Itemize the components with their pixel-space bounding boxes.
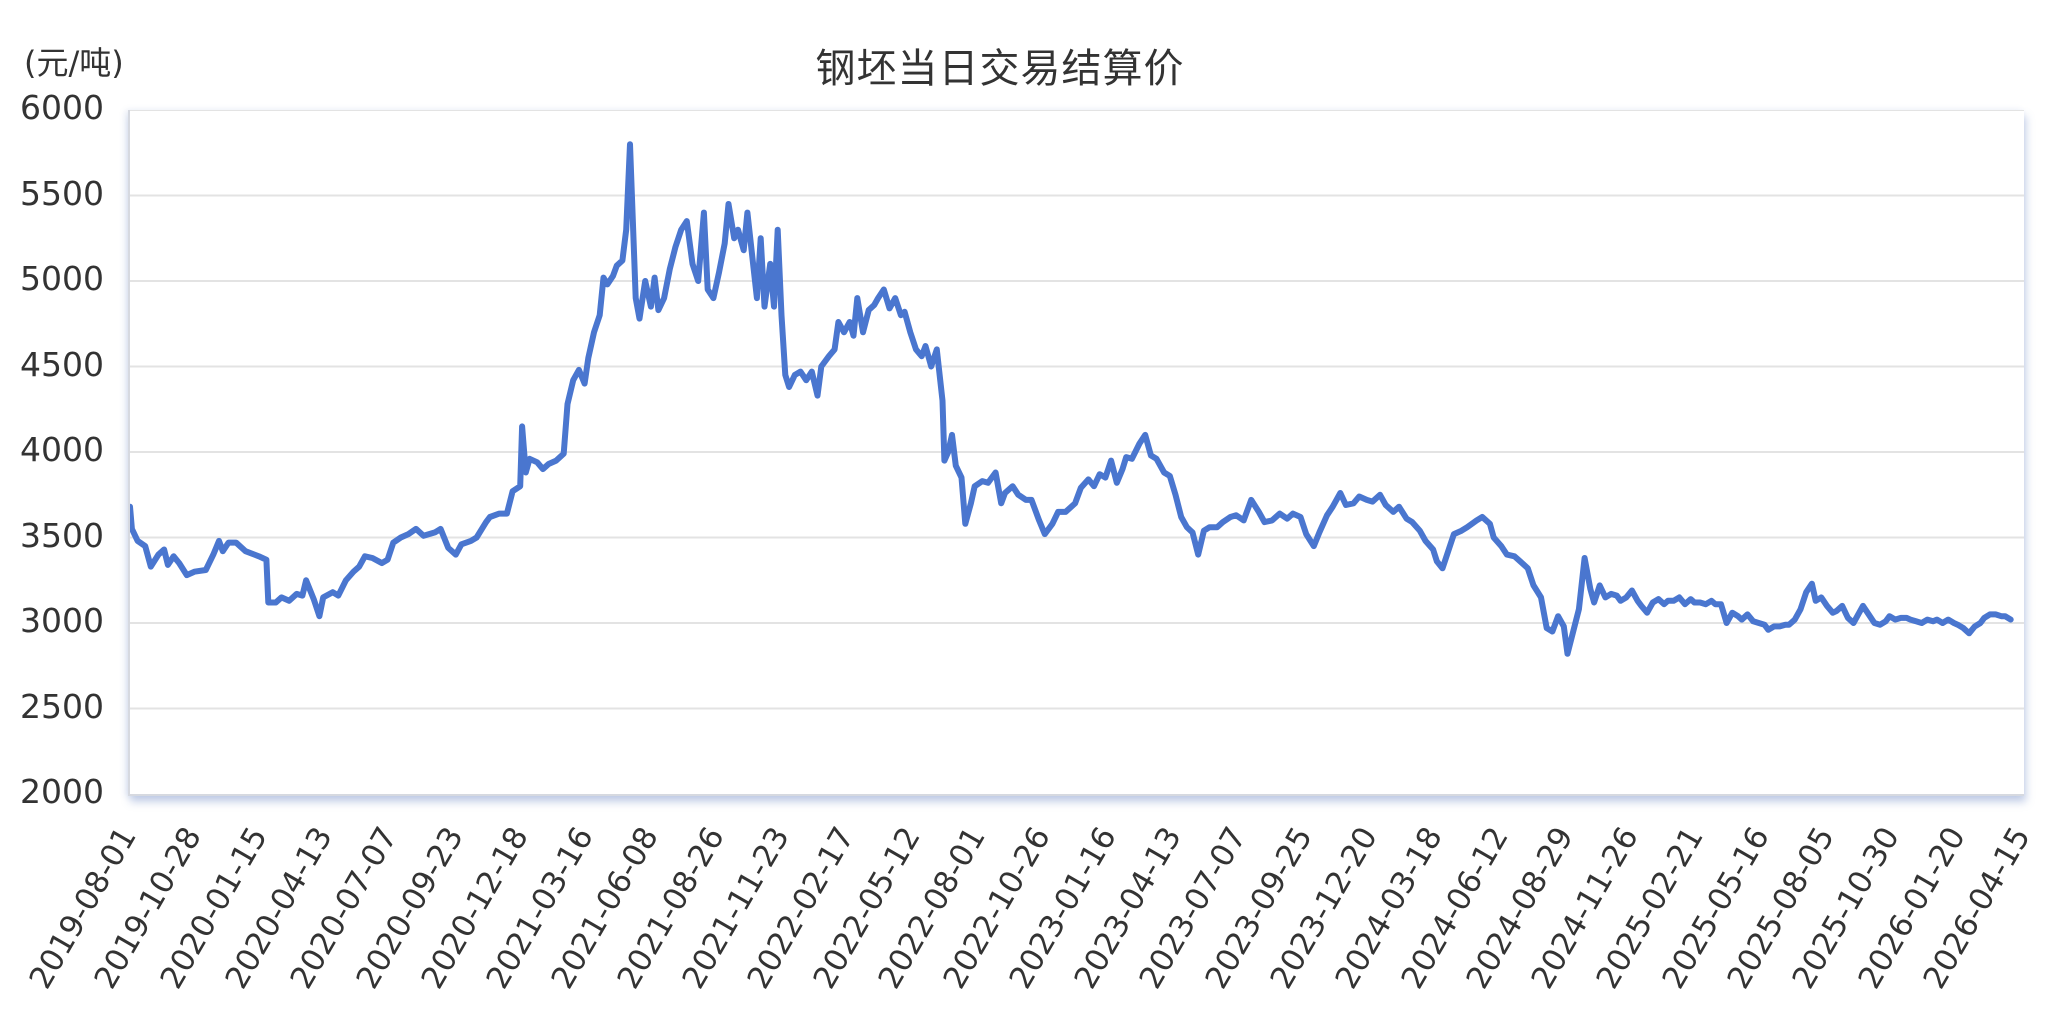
y-tick-label: 6000 bbox=[20, 88, 104, 127]
price-line-series bbox=[130, 141, 2014, 657]
y-tick-label: 5000 bbox=[20, 259, 104, 298]
y-tick-label: 3500 bbox=[20, 515, 104, 555]
line-chart-svg bbox=[130, 110, 2024, 710]
chart-title: 钢坯当日交易结算价 bbox=[815, 46, 1185, 92]
plot-area bbox=[128, 110, 2024, 796]
y-tick-label: 4000 bbox=[20, 430, 104, 469]
y-tick-label: 3000 bbox=[20, 601, 104, 640]
y-axis-unit-label: (元/吨) bbox=[24, 44, 124, 82]
y-tick-label: 5500 bbox=[20, 173, 104, 213]
y-tick-label: 2500 bbox=[20, 686, 104, 726]
y-tick-label: 2000 bbox=[20, 772, 104, 811]
y-tick-label: 4500 bbox=[20, 344, 104, 384]
